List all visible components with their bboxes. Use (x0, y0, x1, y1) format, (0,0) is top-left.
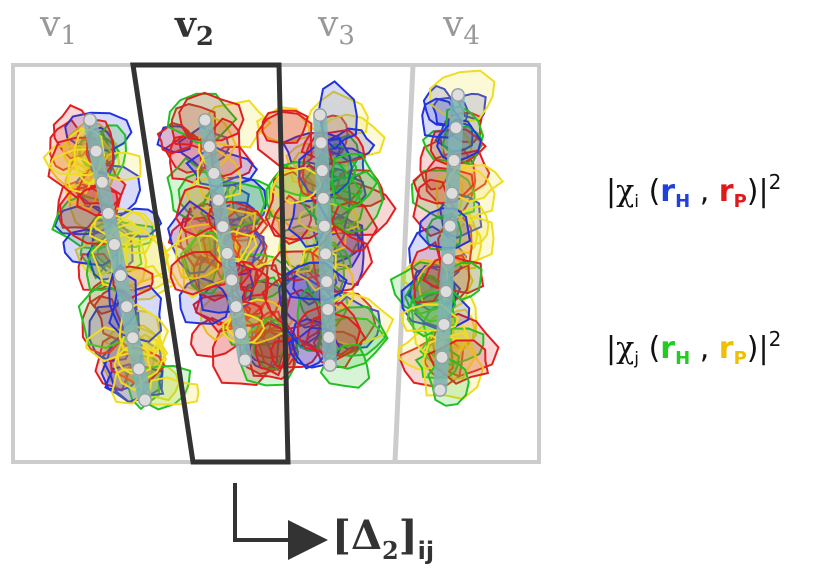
atom-sphere (238, 353, 252, 367)
atom-sphere (114, 269, 128, 283)
atom-sphere (322, 330, 336, 344)
atom-sphere (441, 252, 455, 266)
v3-orbital-lobe (331, 152, 379, 212)
v3-orbital-lobe (331, 200, 379, 253)
atom-sphere (315, 164, 329, 178)
divider-v3-v4 (392, 64, 416, 463)
atom-sphere (234, 326, 248, 340)
atom-sphere (445, 186, 459, 200)
atom-sphere (211, 193, 225, 207)
column-label-v3: v3 (318, 4, 355, 51)
v2-orbital-lobe (167, 199, 217, 275)
atom-sphere (323, 358, 337, 372)
v3-orbital-lobe (256, 110, 313, 171)
atom-sphere (314, 136, 328, 150)
v2-orbital-lobe (161, 234, 229, 299)
atom-sphere (317, 219, 331, 233)
delta-label: [Δ2]ij (332, 512, 435, 565)
v2-orbital-lobe (169, 250, 232, 296)
v2-highlight-frame (130, 62, 291, 465)
v2-orbital-lobe (178, 91, 245, 142)
atom-sphere (316, 191, 330, 205)
atom-sphere (319, 247, 333, 261)
column-label-v1: v1 (40, 4, 77, 51)
atom-sphere (451, 88, 465, 102)
atom-sphere (89, 144, 103, 158)
atom-sphere (107, 237, 121, 251)
column-label-v2: v2 (175, 4, 215, 52)
legend-chi-j: |χj (rH , rP)|2 (606, 327, 782, 369)
v1-orbital-lobe (66, 156, 98, 195)
r-p-yellow: rP (718, 331, 747, 369)
r-p-red: rP (718, 174, 747, 212)
v2-molecule (198, 113, 252, 367)
atom-sphere (449, 121, 463, 135)
atom-sphere (321, 302, 335, 316)
atom-sphere (126, 331, 140, 345)
legend-chi-i: |χi (rH , rP)|2 (606, 170, 782, 212)
atom-sphere (83, 113, 97, 127)
atom-sphere (447, 154, 461, 168)
v4-orbital-lobe (458, 205, 490, 245)
atom-sphere (437, 317, 451, 331)
atom-sphere (202, 140, 216, 154)
atom-sphere (95, 175, 109, 189)
atom-sphere (435, 350, 449, 364)
atom-sphere (220, 246, 234, 260)
atom-sphere (229, 300, 243, 314)
delta-arrow (233, 483, 328, 560)
atom-sphere (443, 219, 457, 233)
atom-sphere (138, 393, 152, 407)
v3-molecule (313, 108, 337, 372)
v4-molecule (433, 88, 465, 397)
v3-orbital-lobe (261, 270, 323, 330)
v1-molecule (83, 113, 152, 407)
atom-sphere (216, 220, 230, 234)
atom-sphere (198, 113, 212, 127)
r-h-green: rH (660, 331, 691, 369)
atom-sphere (120, 300, 134, 314)
v1-orbital-lobe (143, 376, 200, 406)
column-label-v4: v4 (443, 4, 480, 51)
r-h-blue: rH (660, 174, 691, 212)
atom-sphere (207, 166, 221, 180)
atom-sphere (225, 273, 239, 287)
atom-sphere (433, 383, 447, 397)
atom-sphere (439, 285, 453, 299)
atom-sphere (132, 362, 146, 376)
atom-sphere (313, 108, 327, 122)
atom-sphere (320, 275, 334, 289)
v3-orbital-lobe (261, 109, 309, 145)
atom-sphere (101, 206, 115, 220)
